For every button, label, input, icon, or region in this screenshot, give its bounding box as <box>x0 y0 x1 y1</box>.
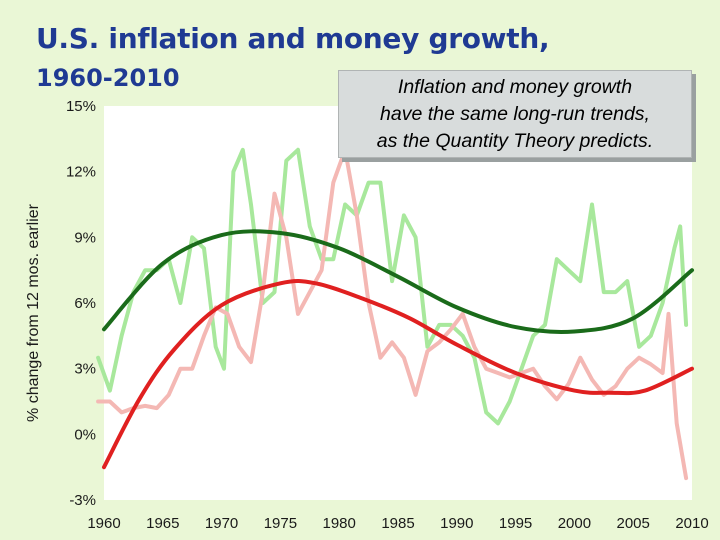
annotation-box: Inflation and money growth have the same… <box>338 70 692 158</box>
y-tick-labels: 15% 12% 9% 6% 3% 0% -3% <box>66 98 96 509</box>
x-tick-label: 1970 <box>205 515 238 532</box>
plot-area <box>104 106 692 500</box>
x-tick-label: 1975 <box>264 515 297 532</box>
y-tick-label: 6% <box>74 295 96 312</box>
y-tick-label: 12% <box>66 164 96 181</box>
annotation-line-2: have the same long-run trends, <box>380 103 650 125</box>
money-growth-trend-line <box>102 229 694 334</box>
money-growth-line <box>96 147 689 426</box>
x-tick-label: 1965 <box>146 515 179 532</box>
y-tick-label: 3% <box>74 361 96 378</box>
x-tick-label: 1990 <box>440 515 473 532</box>
annotation-line-1: Inflation and money growth <box>397 76 633 98</box>
x-tick-label: 1995 <box>499 515 532 532</box>
y-tick-label: 9% <box>74 229 96 246</box>
x-tick-label: 2000 <box>558 515 591 532</box>
y-tick-label: -3% <box>69 492 96 509</box>
trend-series <box>102 229 694 470</box>
raw-series <box>96 147 689 481</box>
x-tick-label: 1980 <box>323 515 356 532</box>
x-tick-label: 2010 <box>675 515 708 532</box>
inflation-line <box>96 147 689 481</box>
annotation-line-3: as the Quantity Theory predicts. <box>376 130 654 152</box>
inflation-trend-line <box>102 278 694 470</box>
y-axis-title: % change from 12 mos. earlier <box>25 203 42 422</box>
x-tick-labels: 1960 1965 1970 1975 1980 1985 1990 1995 2000 2005… <box>87 515 708 532</box>
chart-title-line1: U.S. inflation and money growth, <box>36 22 550 55</box>
x-tick-label: 1985 <box>381 515 414 532</box>
chart-title-line2: 1960-2010 <box>36 64 180 92</box>
y-tick-label: 0% <box>74 426 96 443</box>
y-tick-label: 15% <box>66 98 96 115</box>
x-tick-label: 1960 <box>87 515 120 532</box>
x-tick-label: 2005 <box>617 515 650 532</box>
